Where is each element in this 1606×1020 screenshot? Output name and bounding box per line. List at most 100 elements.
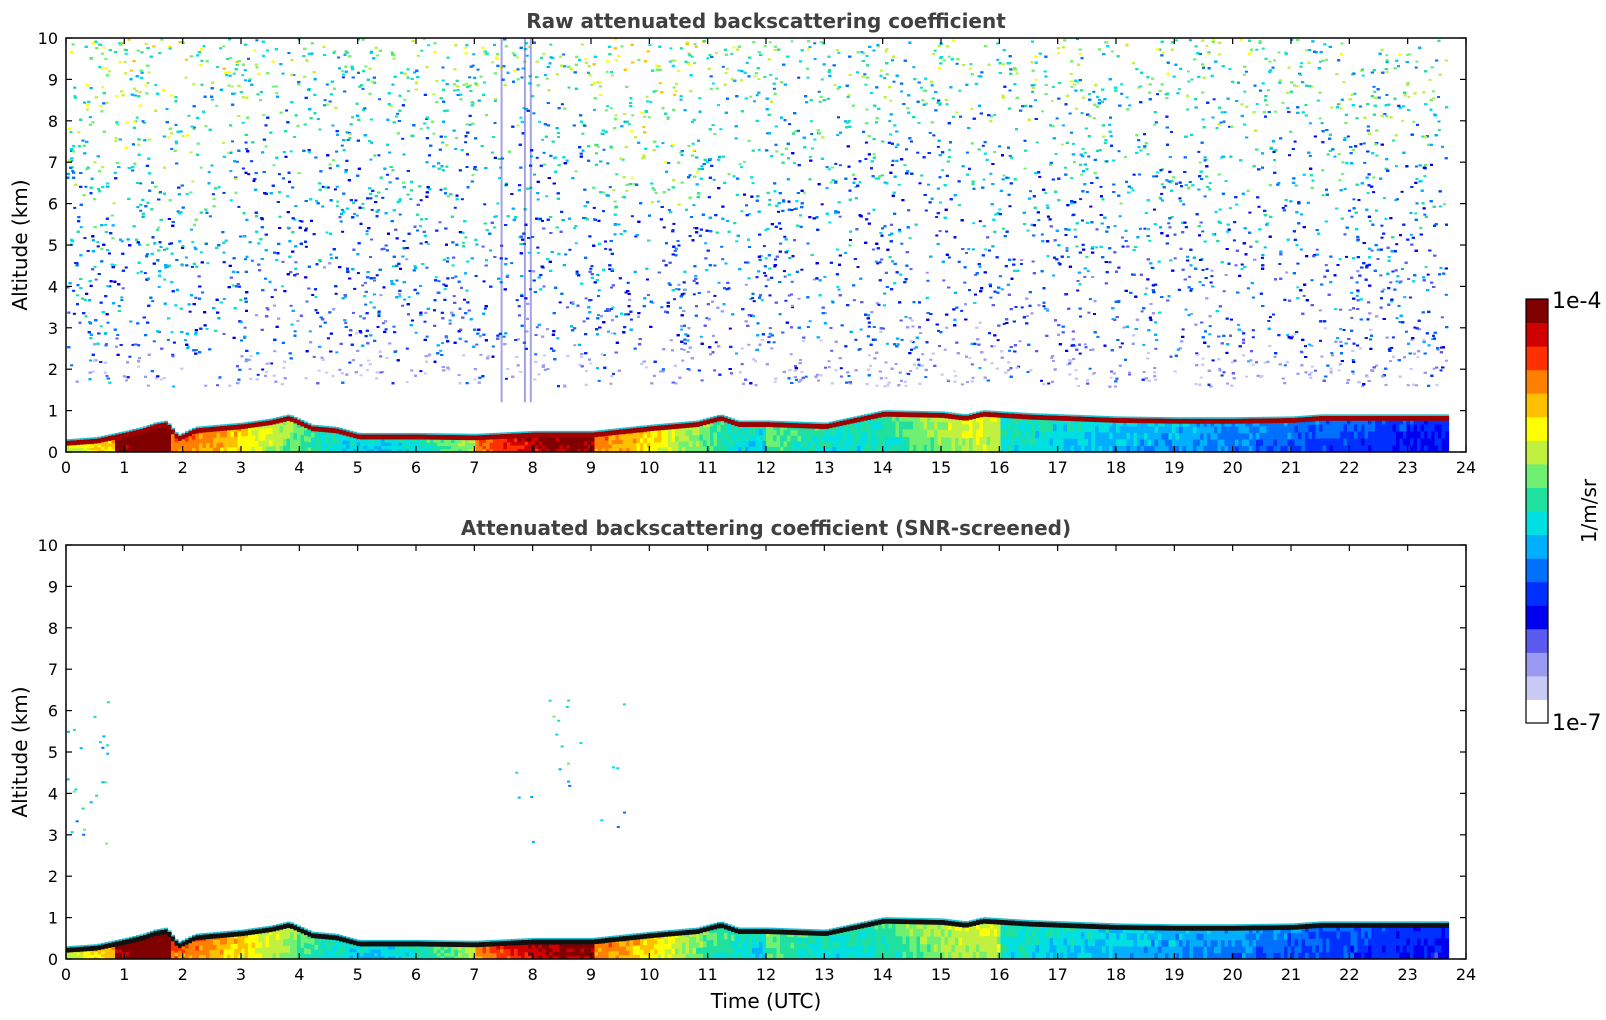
ylabel-raw: Altitude (km) [8, 179, 32, 310]
y-tick-label: 8 [48, 619, 58, 638]
x-tick-label: 16 [989, 965, 1009, 984]
colorbar-swatch [1526, 463, 1548, 488]
y-tick-label: 3 [48, 319, 58, 338]
x-tick-label: 20 [1222, 458, 1242, 477]
ylabel-screened: Altitude (km) [8, 686, 32, 817]
x-tick-label: 20 [1222, 965, 1242, 984]
panel-raw-title: Raw attenuated backscattering coefficien… [526, 9, 1006, 33]
x-tick-label: 9 [586, 965, 596, 984]
panel-screened-title: Attenuated backscattering coefficient (S… [461, 516, 1071, 540]
y-tick-label: 5 [48, 743, 58, 762]
colorbar-swatch [1526, 346, 1548, 371]
y-tick-label: 10 [38, 536, 58, 555]
x-tick-label: 23 [1397, 965, 1417, 984]
colorbar-swatch [1526, 652, 1548, 677]
x-tick-label: 1 [119, 965, 129, 984]
colorbar: 1e-4 1e-7 1/m/sr [1525, 289, 1601, 736]
y-tick-label: 6 [48, 702, 58, 721]
y-tick-label: 8 [48, 112, 58, 131]
y-tick-label: 1 [48, 909, 58, 928]
y-tick-label: 2 [48, 360, 58, 379]
x-tick-label: 16 [989, 458, 1009, 477]
heatmap-raw [66, 38, 1450, 452]
x-tick-label: 13 [814, 965, 834, 984]
y-tick-label: 1 [48, 402, 58, 421]
plot-frame-raw [65, 37, 1467, 453]
x-ticks-raw: 0 1 2 3 4 5 6 7 8 9 10 11 12 13 14 15 16 17 18 19 20 21 22 23 24 [61, 38, 1476, 477]
x-tick-label: 17 [1047, 965, 1067, 984]
y-tick-label: 0 [48, 443, 58, 462]
x-tick-label: 13 [814, 458, 834, 477]
x-tick-label: 11 [697, 458, 717, 477]
x-tick-label: 7 [469, 965, 479, 984]
heatmap-screened [66, 699, 1450, 959]
y-tick-label: 10 [38, 29, 58, 48]
x-tick-label: 14 [872, 965, 892, 984]
plot-frame-screened [65, 544, 1467, 960]
x-tick-label: 14 [872, 458, 892, 477]
colorbar-swatch [1526, 440, 1548, 465]
x-tick-label: 12 [756, 965, 776, 984]
x-tick-label: 2 [178, 458, 188, 477]
x-tick-label: 0 [61, 965, 71, 984]
x-tick-label: 22 [1339, 965, 1359, 984]
x-tick-label: 11 [697, 965, 717, 984]
y-tick-label: 9 [48, 70, 58, 89]
y-tick-label: 4 [48, 277, 58, 296]
colorbar-swatch [1526, 299, 1548, 324]
colorbar-swatch [1526, 605, 1548, 630]
x-tick-label: 17 [1047, 458, 1067, 477]
colorbar-max-label: 1e-4 [1552, 289, 1601, 314]
y-tick-label: 7 [48, 153, 58, 172]
x-tick-label: 10 [639, 965, 659, 984]
colorbar-swatch [1526, 558, 1548, 583]
colorbar-min-label: 1e-7 [1552, 711, 1601, 736]
x-tick-label: 4 [294, 458, 304, 477]
y-ticks-screened: 0 1 2 3 4 5 6 7 8 9 10 [38, 536, 1466, 969]
y-tick-label: 7 [48, 660, 58, 679]
x-tick-label: 21 [1281, 965, 1301, 984]
panel-screened: Attenuated backscattering coefficient (S… [8, 516, 1476, 1013]
y-tick-label: 9 [48, 577, 58, 596]
x-tick-label: 19 [1164, 965, 1184, 984]
colorbar-swatch [1526, 534, 1548, 559]
colorbar-unit-label: 1/m/sr [1577, 478, 1601, 543]
x-tick-label: 1 [119, 458, 129, 477]
colorbar-swatch [1526, 416, 1548, 441]
x-tick-label: 8 [528, 965, 538, 984]
colorbar-swatch [1526, 487, 1548, 512]
x-tick-label: 8 [528, 458, 538, 477]
x-tick-label: 18 [1106, 965, 1126, 984]
x-tick-label: 22 [1339, 458, 1359, 477]
colorbar-swatch [1526, 581, 1548, 606]
x-tick-label: 5 [353, 458, 363, 477]
colorbar-swatch [1526, 675, 1548, 700]
x-tick-label: 24 [1456, 965, 1476, 984]
xlabel-screened: Time (UTC) [710, 989, 822, 1013]
x-tick-label: 15 [931, 965, 951, 984]
colorbar-swatch [1526, 393, 1548, 418]
y-tick-label: 4 [48, 784, 58, 803]
x-tick-label: 10 [639, 458, 659, 477]
y-tick-label: 0 [48, 950, 58, 969]
colorbar-swatch [1526, 699, 1548, 724]
y-tick-label: 2 [48, 867, 58, 886]
colorbar-frame [1525, 298, 1549, 724]
colorbar-swatch [1526, 628, 1548, 653]
y-tick-label: 3 [48, 826, 58, 845]
x-tick-label: 24 [1456, 458, 1476, 477]
x-tick-label: 5 [353, 965, 363, 984]
x-tick-label: 19 [1164, 458, 1184, 477]
x-tick-label: 6 [411, 458, 421, 477]
x-tick-label: 3 [236, 965, 246, 984]
x-tick-label: 12 [756, 458, 776, 477]
colorbar-swatch [1526, 511, 1548, 536]
x-tick-label: 0 [61, 458, 71, 477]
colorbar-gradient [1526, 299, 1548, 724]
y-tick-label: 6 [48, 195, 58, 214]
x-tick-label: 7 [469, 458, 479, 477]
colorbar-swatch [1526, 322, 1548, 347]
x-tick-label: 23 [1397, 458, 1417, 477]
x-tick-label: 6 [411, 965, 421, 984]
